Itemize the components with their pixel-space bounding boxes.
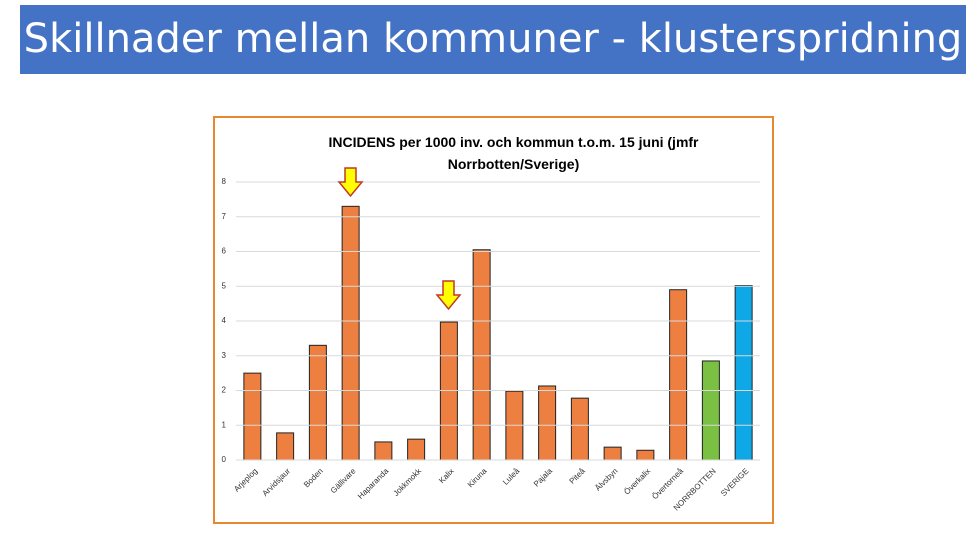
- x-tick-label: Arjeplog: [232, 467, 259, 494]
- arrow-shape: [435, 280, 462, 311]
- y-tick-label: 8: [222, 177, 227, 186]
- bar: [669, 289, 688, 461]
- y-tick-label: 1: [222, 420, 227, 429]
- bar: [243, 372, 262, 461]
- bar: [570, 397, 589, 461]
- y-tick-label: 5: [222, 281, 227, 290]
- x-tick-label: Övertorneå: [650, 466, 685, 501]
- chart-frame: [213, 116, 774, 524]
- y-tick-label: 3: [222, 351, 227, 360]
- bar: [636, 449, 655, 461]
- x-tick-label: Jokkmokk: [392, 466, 424, 498]
- slide-title: Skillnader mellan kommuner - klusterspri…: [20, 5, 966, 74]
- x-tick-label: Överkalix: [622, 467, 652, 497]
- bar: [407, 438, 426, 461]
- y-tick-label: 7: [222, 212, 227, 221]
- bar: [341, 205, 360, 461]
- x-tick-label: Arvidsjaur: [261, 466, 293, 498]
- x-tick-label: Pajala: [532, 466, 554, 488]
- x-tick-label: Älvsbyn: [593, 467, 619, 493]
- bar: [439, 321, 458, 461]
- x-tick-label: Piteå: [568, 466, 588, 486]
- y-tick-label: 4: [222, 316, 227, 325]
- bar: [374, 441, 393, 461]
- bar: [472, 249, 491, 461]
- chart-title: INCIDENS per 1000 inv. och kommun t.o.m.…: [328, 134, 699, 172]
- bar: [276, 432, 295, 461]
- arrow-shape: [337, 167, 364, 198]
- y-tick-label: 0: [222, 455, 227, 464]
- x-tick-label: Haparanda: [356, 466, 391, 501]
- bar: [734, 285, 753, 461]
- arrow: [337, 167, 462, 311]
- bar: [603, 446, 622, 461]
- x-tick-label: SVERIGE: [719, 467, 751, 499]
- x-tick-label: Boden: [302, 467, 325, 490]
- bar: [701, 360, 720, 461]
- x-tick-label: Luleå: [501, 466, 522, 487]
- bar: [308, 344, 327, 461]
- x-tick-label: Gällivare: [329, 466, 358, 495]
- x-tick-label: Kalix: [437, 467, 456, 486]
- bar: [538, 385, 557, 461]
- y-tick-label: 2: [222, 386, 227, 395]
- y-tick-label: 6: [222, 247, 227, 256]
- x-tick-label: Kiruna: [466, 466, 489, 489]
